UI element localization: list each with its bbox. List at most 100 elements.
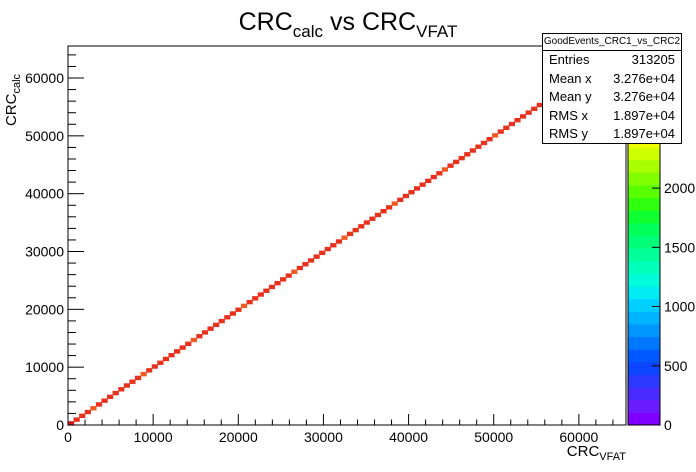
heatmap-bin xyxy=(441,167,449,172)
heatmap-bin xyxy=(519,114,527,119)
color-scale-segment xyxy=(628,210,660,224)
y-tick-label: 0 xyxy=(56,417,64,433)
heatmap-bin xyxy=(531,106,538,112)
color-scale-segment xyxy=(628,172,660,186)
heatmap-bin xyxy=(347,231,354,237)
heatmap-bin xyxy=(213,322,220,328)
heatmap-bin xyxy=(458,155,465,161)
heatmap-bin xyxy=(73,417,80,422)
color-scale-segment xyxy=(628,387,660,401)
plot-frame xyxy=(67,45,627,426)
y-tick-label: 30000 xyxy=(25,244,64,260)
heatmap-bin xyxy=(352,227,359,233)
x-axis-label: CRCVFAT xyxy=(567,443,626,463)
title-main: CRC xyxy=(239,8,293,36)
y-axis: 0 10000 20000 30000 40000 50000 60000 xyxy=(25,54,84,433)
color-scale-segment xyxy=(628,349,660,363)
heatmap-bin xyxy=(118,387,125,392)
color-scale-segment xyxy=(628,222,660,236)
heatmap-bin xyxy=(146,368,153,373)
heatmap-bin xyxy=(196,334,203,339)
stats-label: RMS x xyxy=(549,107,588,123)
color-scale-segment xyxy=(628,298,660,312)
heatmap-bin xyxy=(207,326,214,331)
color-scale-segment xyxy=(628,323,660,338)
heatmap-bin xyxy=(413,186,421,191)
x-tick-label: 40000 xyxy=(389,429,428,445)
heatmap-bin xyxy=(492,133,499,138)
color-scale-segment xyxy=(628,197,660,211)
heatmap-bin xyxy=(185,341,192,347)
heatmap-bin xyxy=(257,292,264,297)
heatmap-bin xyxy=(129,379,136,384)
heatmap-bin xyxy=(95,402,103,407)
heatmap-bin xyxy=(179,345,186,350)
x-axis: 0 10000 20000 30000 40000 50000 60000 xyxy=(64,414,614,445)
heatmap-bin xyxy=(263,288,270,293)
heatmap-bin xyxy=(296,265,303,271)
heatmap-bin xyxy=(224,315,231,320)
x-tick-label: 0 xyxy=(64,429,72,445)
heatmap-bin xyxy=(218,318,225,324)
color-scale-segment xyxy=(628,336,660,350)
stats-value: 3.276e+04 xyxy=(613,89,675,105)
heatmap-bin xyxy=(112,390,119,396)
stats-value: 1.897e+04 xyxy=(613,107,675,123)
heatmap-bin xyxy=(240,303,248,309)
color-scale-segment xyxy=(628,260,660,274)
heatmap-bin xyxy=(464,152,471,157)
x-tick-label: 20000 xyxy=(219,429,258,445)
heatmap-bin xyxy=(525,110,532,115)
stats-row-rms-x: RMS x 1.897e+04 xyxy=(543,107,681,126)
stats-histogram-name: GoodEvents_CRC1_vs_CRC2 xyxy=(543,34,681,51)
heatmap-bin xyxy=(330,243,337,248)
heatmap-bin xyxy=(391,201,398,206)
heatmap-bin xyxy=(162,356,170,362)
heatmap-bin xyxy=(157,360,164,365)
stats-label: RMS y xyxy=(549,126,588,142)
title-second-sub: VFAT xyxy=(416,22,457,41)
stats-value: 1.897e+04 xyxy=(613,126,675,142)
stats-value: 3.276e+04 xyxy=(613,70,675,86)
color-scale-segment xyxy=(628,235,660,249)
x-tick-label: 30000 xyxy=(304,429,343,445)
heatmap-bin xyxy=(90,406,97,411)
heatmap-bin xyxy=(168,352,175,358)
heatmap-bin xyxy=(68,421,75,426)
color-scale-segment xyxy=(628,286,660,300)
color-scale-segment xyxy=(628,184,660,199)
heatmap-bin xyxy=(79,413,86,419)
y-tick-label: 40000 xyxy=(25,186,64,202)
x-tick-label: 60000 xyxy=(559,429,598,445)
statistics-box: GoodEvents_CRC1_vs_CRC2 Entries 313205 M… xyxy=(542,33,682,144)
color-scale-segment xyxy=(628,412,660,426)
heatmap-bin xyxy=(313,254,320,259)
heatmap-bin xyxy=(246,299,253,305)
color-scale-segment xyxy=(628,361,660,375)
heatmap-bin xyxy=(419,182,426,187)
heatmap-bin xyxy=(341,235,348,240)
heatmap-bin xyxy=(201,330,209,335)
color-scale-segment xyxy=(628,248,660,262)
heatmap-bin xyxy=(486,136,493,142)
heatmap-bin xyxy=(358,224,365,229)
heatmap-bin xyxy=(453,159,460,165)
chart-title: CRCcalc vs CRCVFAT xyxy=(239,8,458,41)
title-main-sub: calc xyxy=(293,22,324,41)
heatmap-bin xyxy=(291,269,298,274)
color-scale-segment xyxy=(628,273,660,287)
heatmap-bin xyxy=(436,171,443,176)
y-tick-label: 60000 xyxy=(25,70,64,86)
heatmap-bin xyxy=(536,102,543,108)
x-label-sub: VFAT xyxy=(599,451,626,463)
stats-label: Entries xyxy=(549,52,590,67)
heatmap-bin xyxy=(374,212,382,218)
heatmap-bin xyxy=(84,409,91,415)
heatmap-bin xyxy=(430,174,437,180)
heatmap-bin xyxy=(134,375,142,381)
heatmap-bin xyxy=(386,205,393,210)
heatmap-bin xyxy=(363,220,370,225)
color-scale-segment xyxy=(628,311,660,325)
heatmap-bin xyxy=(123,383,130,388)
stats-row-mean-x: Mean x 3.276e+04 xyxy=(543,70,681,89)
